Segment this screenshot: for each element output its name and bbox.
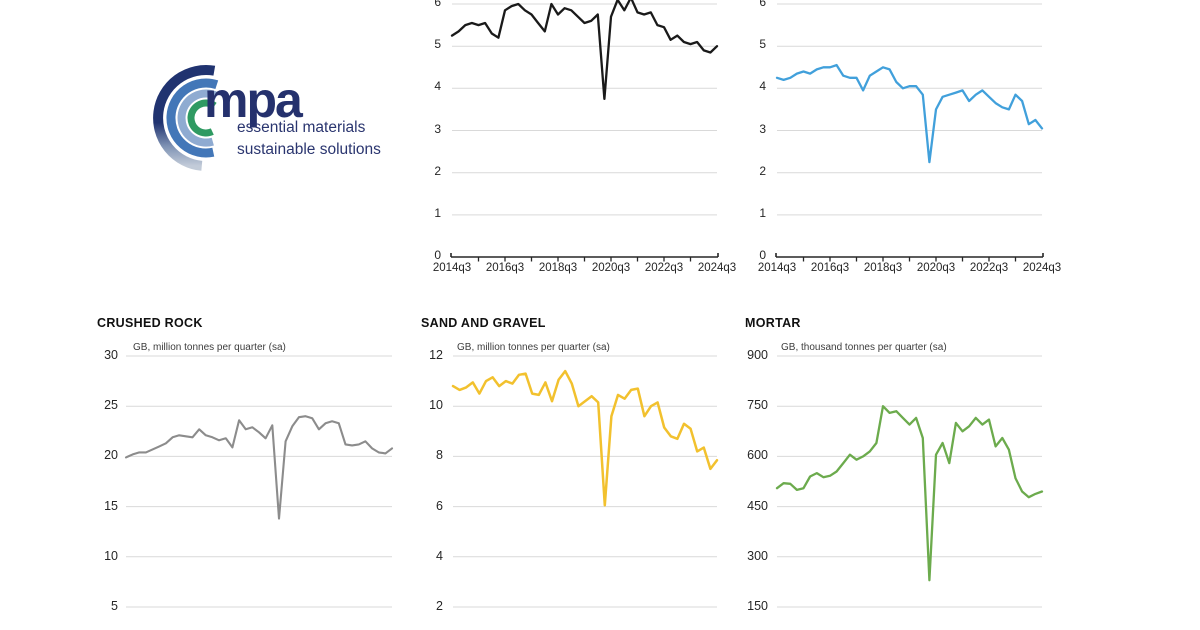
series-line-top-right-line — [775, 63, 1044, 164]
chart-title: SAND AND GRAVEL — [421, 316, 546, 330]
mpa-logo-arcs — [153, 65, 219, 171]
logo-arc-outer — [153, 65, 216, 171]
y-axis-tick-label: 2 — [436, 599, 443, 613]
mpa-logo: mpa essential materials sustainable solu… — [152, 58, 392, 173]
y-axis-tick-label: 10 — [429, 398, 443, 413]
x-axis-tick-label: 2024q3 — [697, 262, 737, 274]
y-axis-tick-label: 20 — [104, 448, 118, 463]
y-axis-tick-label: 6 — [759, 0, 766, 9]
y-axis-tick-label: 4 — [436, 548, 443, 563]
y-axis-tick-label: 4 — [434, 79, 441, 94]
series-line-mortar — [775, 405, 1044, 582]
chart-title: MORTAR — [745, 316, 801, 330]
y-axis-tick-label: 3 — [434, 121, 441, 136]
y-axis-tick-label: 4 — [759, 79, 766, 94]
y-axis-tick-label: 750 — [747, 398, 768, 413]
series-line-top-left-line — [450, 0, 719, 101]
x-axis-tick-label: 2016q3 — [810, 262, 850, 274]
y-axis-tick-label: 6 — [434, 0, 441, 9]
x-axis-tick-label: 2024q3 — [1022, 262, 1062, 274]
chart-subtitle: GB, million tonnes per quarter (sa) — [133, 342, 286, 353]
y-axis-tick-label: 8 — [436, 448, 443, 463]
y-axis-tick-label: 5 — [434, 37, 441, 52]
x-axis-tick-label: 2022q3 — [644, 262, 684, 274]
logo-tagline: essential materials sustainable solution… — [237, 117, 381, 161]
y-axis-tick-label: 6 — [436, 498, 443, 513]
y-axis-tick-label: 3 — [759, 121, 766, 136]
series-line-sand-and-gravel — [451, 369, 719, 507]
x-axis-tick-label: 2022q3 — [969, 262, 1009, 274]
chart-subtitle: GB, million tonnes per quarter (sa) — [457, 342, 610, 353]
x-axis-tick-label: 2018q3 — [538, 262, 578, 274]
y-axis-tick-label: 900 — [747, 348, 768, 362]
x-axis-tick-label: 2016q3 — [485, 262, 525, 274]
y-axis-tick-label: 450 — [747, 498, 768, 513]
y-axis-tick-label: 2 — [759, 163, 766, 178]
logo-arc-blue — [166, 78, 219, 158]
y-axis-tick-label: 10 — [104, 548, 118, 563]
y-axis-tick-label: 12 — [429, 348, 443, 362]
y-axis-tick-label: 150 — [747, 599, 768, 613]
y-axis-tick-label: 0 — [434, 248, 441, 263]
logo-arc-green — [187, 99, 217, 137]
series-line-crushed-rock — [124, 415, 394, 520]
x-axis-tick-label: 2014q3 — [432, 262, 472, 274]
y-axis-tick-label: 25 — [104, 398, 118, 413]
x-axis-tick-label: 2020q3 — [591, 262, 631, 274]
y-axis-tick-label: 15 — [104, 498, 118, 513]
chart-subtitle: GB, thousand tonnes per quarter (sa) — [781, 342, 947, 353]
y-axis-tick-label: 300 — [747, 548, 768, 563]
chart-title: CRUSHED ROCK — [97, 316, 203, 330]
logo-tagline-line2: sustainable solutions — [237, 141, 381, 158]
x-axis-tick-label: 2014q3 — [757, 262, 797, 274]
logo-arc-steel — [177, 89, 219, 147]
y-axis-tick-label: 5 — [759, 37, 766, 52]
y-axis-tick-label: 2 — [434, 163, 441, 178]
logo-tagline-line1: essential materials — [237, 119, 366, 136]
logo-brand-text: mpa — [204, 72, 303, 128]
y-axis-tick-label: 5 — [111, 599, 118, 613]
y-axis-tick-label: 1 — [759, 205, 766, 220]
y-axis-tick-label: 1 — [434, 205, 441, 220]
y-axis-tick-label: 600 — [747, 448, 768, 463]
x-axis-tick-label: 2020q3 — [916, 262, 956, 274]
x-axis-tick-label: 2018q3 — [863, 262, 903, 274]
y-axis-tick-label: 0 — [759, 248, 766, 263]
y-axis-tick-label: 30 — [104, 348, 118, 362]
